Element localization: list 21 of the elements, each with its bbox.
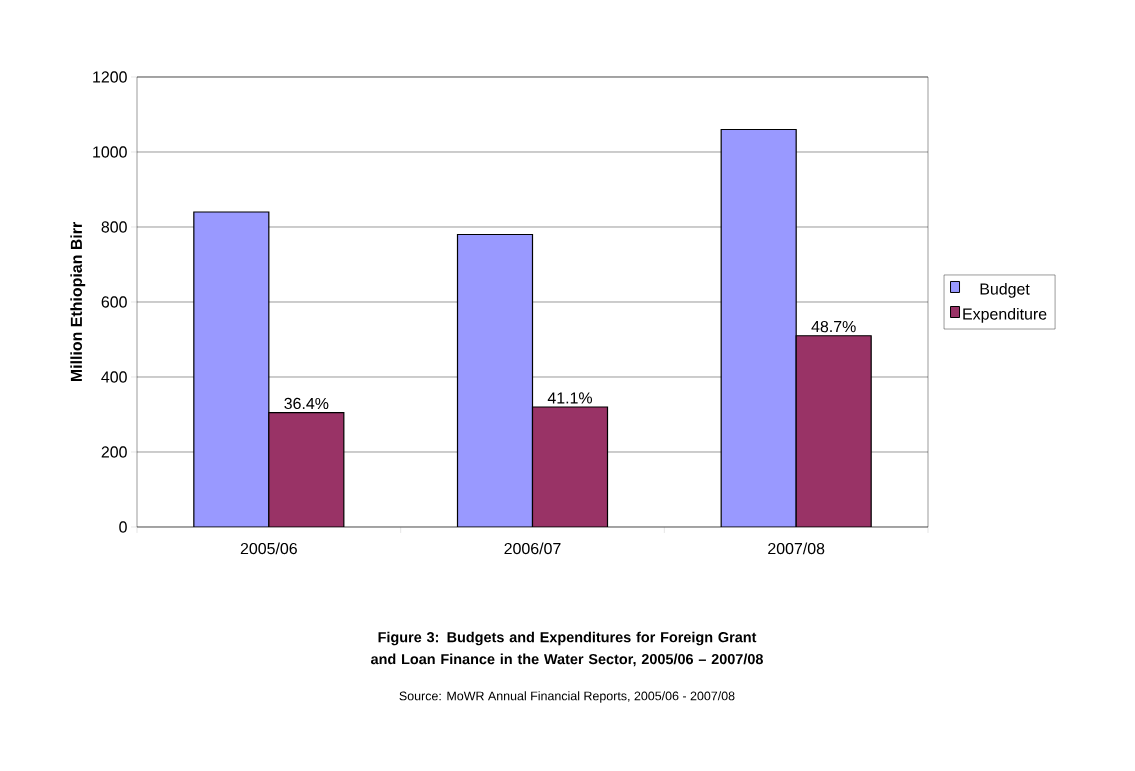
annotation: 48.7% — [811, 320, 856, 333]
y-tick-label: 1200 — [93, 71, 127, 83]
legend-label: Expenditure — [963, 307, 1047, 323]
y-tick-label: 0 — [119, 521, 127, 533]
bar — [193, 211, 270, 527]
y-tick-label: 400 — [101, 371, 127, 383]
x-tick-label: 2005/06 — [240, 542, 297, 555]
annotation: 41.1% — [547, 392, 593, 404]
y-tick-label: 800 — [101, 221, 127, 233]
y-tick-label: 1000 — [93, 146, 127, 158]
bar — [720, 128, 797, 527]
y-tick-label: 600 — [101, 296, 127, 308]
legend-label: Budget — [980, 282, 1030, 298]
annotation: 36.4% — [284, 397, 329, 410]
x-tick-label: 2006/07 — [504, 542, 561, 555]
y-axis-title: Million Ethiopian Birr — [70, 222, 86, 382]
bar — [456, 233, 534, 527]
source-note: Source: MoWR Annual Financial Reports, 2005/06 - 2007/08 — [399, 691, 735, 703]
x-tick-label: 2007/08 — [768, 542, 825, 555]
text: Figure 3: Budgets and Expenditures for Foreign Grant and Loan Finance in the Water Sector, 2005/06 – 2007/08 — [370, 631, 763, 667]
y-tick-label: 200 — [101, 446, 127, 458]
